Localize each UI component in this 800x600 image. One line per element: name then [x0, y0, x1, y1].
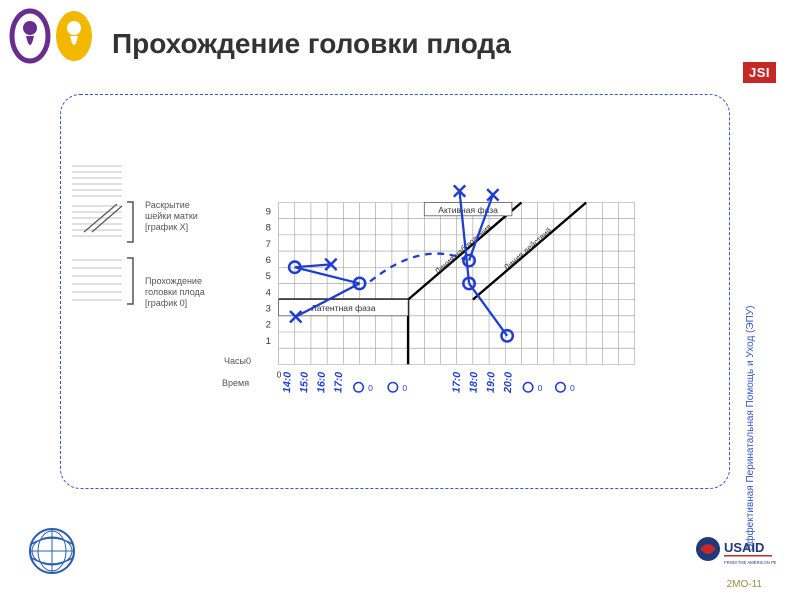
usaid-text: USAID: [724, 540, 764, 555]
svg-text:6: 6: [266, 255, 271, 266]
slide-number: 2MO-11: [727, 579, 762, 590]
bracket-top-l2: шейки матки: [145, 211, 198, 221]
svg-text:0: 0: [538, 383, 543, 393]
svg-text:17:0: 17:0: [452, 372, 464, 394]
bracket-bot-l1: Прохождение: [145, 276, 202, 286]
svg-text:20:0: 20:0: [503, 372, 515, 395]
svg-text:8: 8: [266, 223, 271, 234]
jsi-badge: JSI: [743, 62, 776, 83]
svg-text:0: 0: [570, 383, 575, 393]
hours-axis-label: Часы0: [224, 356, 251, 367]
svg-text:3: 3: [266, 304, 271, 315]
side-caption: Эффективная Перинатальная Помощь и Уход …: [745, 306, 756, 551]
svg-text:18:0: 18:0: [469, 372, 481, 394]
svg-text:FROM THE AMERICAN PEOPLE: FROM THE AMERICAN PEOPLE: [724, 560, 776, 565]
main-partograph-chart: 987654321Активная фазаЛатентная фазаЛини…: [250, 162, 650, 462]
svg-text:2: 2: [266, 320, 271, 331]
svg-text:4: 4: [266, 287, 272, 298]
bracket-label-top: Раскрытие шейки матки [график X]: [145, 200, 198, 232]
bracket-label-bottom: Прохождение головки плода [график 0]: [145, 276, 205, 308]
svg-text:15:0: 15:0: [299, 372, 311, 394]
svg-text:1: 1: [266, 336, 271, 347]
svg-text:14:0: 14:0: [282, 372, 294, 394]
svg-text:17:0: 17:0: [333, 372, 345, 394]
svg-text:0: 0: [277, 370, 282, 380]
page-title: Прохождение головки плода: [112, 28, 511, 60]
svg-text:Линия действий: Линия действий: [502, 226, 553, 272]
usaid-logo: USAID FROM THE AMERICAN PEOPLE: [694, 535, 776, 574]
svg-text:16:0: 16:0: [316, 372, 328, 394]
svg-text:19:0: 19:0: [486, 372, 498, 394]
bracket-top-l3: [график X]: [145, 222, 188, 232]
bracket-bot-l3: [график 0]: [145, 298, 187, 308]
svg-text:0: 0: [368, 383, 373, 393]
mini-partograph-thumbnail: [72, 160, 142, 310]
svg-text:9: 9: [266, 206, 271, 217]
logo-fetus-group: [8, 6, 104, 69]
svg-text:0: 0: [402, 383, 407, 393]
who-logo: [26, 525, 78, 582]
svg-text:7: 7: [266, 239, 271, 250]
bracket-bot-l2: головки плода: [145, 287, 205, 297]
svg-text:5: 5: [266, 271, 271, 282]
bracket-top-l1: Раскрытие: [145, 200, 190, 210]
time-axis-label: Время: [222, 378, 249, 389]
fetus-icon: [8, 6, 104, 64]
